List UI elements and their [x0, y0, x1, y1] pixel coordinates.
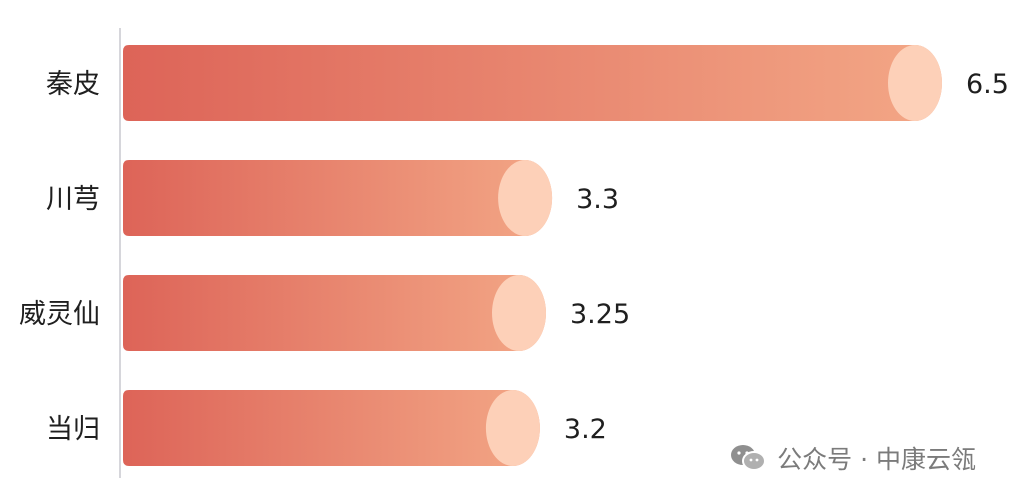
bar-end-cap	[888, 45, 942, 121]
value-label: 3.2	[564, 414, 607, 445]
wechat-icon	[731, 445, 767, 471]
watermark-text: 公众号 · 中康云瓴	[777, 445, 976, 474]
bar-end-cap	[498, 160, 553, 236]
bars: 秦皮 6.5 川芎 3.3 威灵仙 3.25 当归 3.2	[19, 45, 1009, 466]
value-label: 3.3	[576, 184, 619, 215]
category-label: 秦皮	[46, 69, 100, 100]
bar	[123, 390, 540, 466]
category-label: 威灵仙	[19, 299, 100, 330]
value-label: 3.25	[570, 299, 630, 330]
bar-end-cap	[492, 275, 546, 351]
bar	[123, 275, 546, 351]
value-label: 6.5	[966, 69, 1009, 100]
watermark: 公众号 · 中康云瓴	[729, 440, 976, 476]
category-label: 川芎	[46, 184, 100, 215]
bar	[123, 160, 553, 236]
bar	[123, 45, 942, 121]
bar-end-cap	[485, 390, 540, 466]
category-label: 当归	[46, 414, 100, 445]
